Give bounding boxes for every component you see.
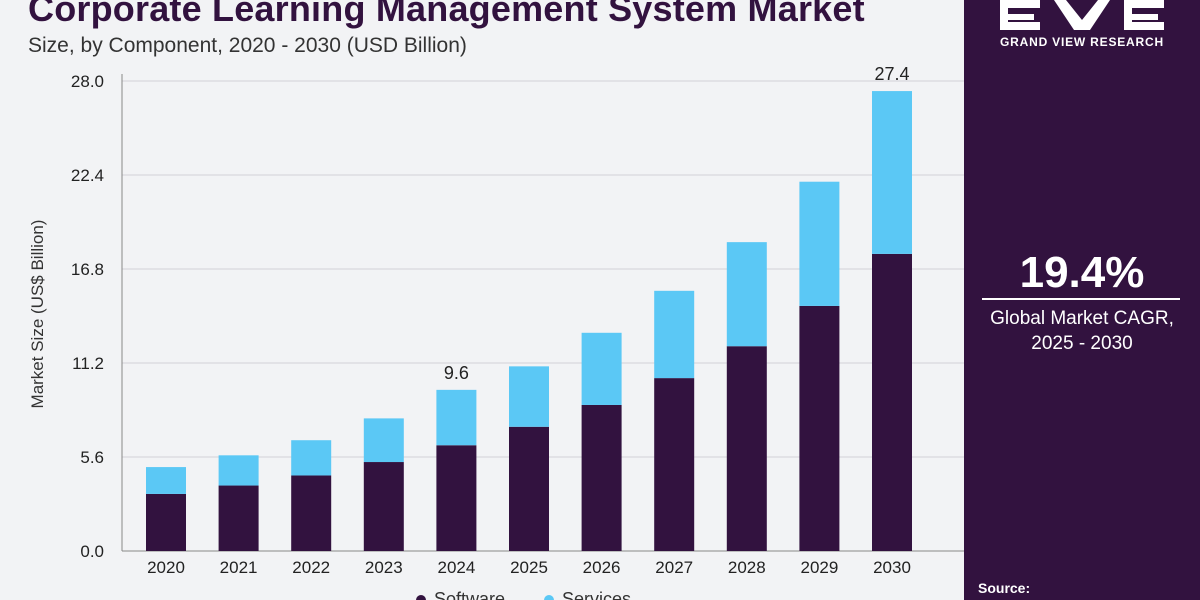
bar-services-2020 — [146, 467, 186, 494]
bar-services-2022 — [291, 440, 332, 476]
cagr-value: 19.4% — [1019, 248, 1145, 297]
y-tick-label: 28.0 — [71, 72, 104, 91]
data-label: 9.6 — [444, 363, 469, 383]
bar-services-2026 — [581, 332, 622, 405]
bar-software-2023 — [363, 462, 404, 551]
x-tick-label: 2025 — [510, 558, 548, 577]
brand-name: GRAND VIEW RESEARCH — [1000, 35, 1164, 49]
grand-view-research-logo — [1000, 0, 1164, 30]
bar-software-2026 — [581, 404, 622, 551]
legend-label-software: Software — [434, 589, 505, 600]
source-label: Source: — [978, 580, 1031, 596]
bar-services-2028 — [726, 242, 767, 347]
x-tick-label: 2020 — [147, 558, 185, 577]
bar-services-2024 — [436, 389, 477, 446]
bar-software-2024 — [436, 445, 477, 551]
bar-software-2022 — [291, 475, 332, 551]
legend-label-services: Services — [562, 589, 631, 600]
bar-services-2029 — [799, 181, 840, 306]
bar-services-2030 — [872, 91, 912, 254]
y-tick-label: 0.0 — [80, 542, 104, 561]
x-tick-label: 2028 — [728, 558, 766, 577]
y-tick-label: 5.6 — [80, 448, 104, 467]
x-tick-label: 2026 — [583, 558, 621, 577]
x-tick-label: 2022 — [292, 558, 330, 577]
chart-subtitle: Size, by Component, 2020 - 2030 (USD Bil… — [28, 34, 467, 57]
x-tick-label: 2030 — [873, 558, 911, 577]
legend-marker-software — [416, 595, 426, 600]
bar-software-2020 — [146, 493, 186, 551]
bar-services-2023 — [363, 418, 404, 463]
bar-software-2030 — [872, 253, 912, 551]
x-tick-label: 2027 — [655, 558, 693, 577]
y-tick-label: 16.8 — [71, 260, 104, 279]
y-axis-label: Market Size (US$ Billion) — [28, 220, 47, 409]
cagr-label-line2: 2025 - 2030 — [1031, 333, 1133, 354]
x-tick-label: 2029 — [800, 558, 838, 577]
cagr-label-line1: Global Market CAGR, — [990, 308, 1174, 329]
legend-marker-services — [544, 595, 554, 600]
bar-software-2025 — [509, 426, 549, 551]
bar-software-2028 — [726, 346, 767, 551]
bar-services-2027 — [654, 290, 695, 379]
data-label: 27.4 — [874, 64, 909, 84]
chart-panel: Corporate Learning Management System Mar… — [28, 0, 964, 600]
y-tick-label: 11.2 — [72, 354, 104, 373]
y-tick-label: 22.4 — [71, 166, 104, 185]
cagr-label: Global Market CAGR, 2025 - 2030 — [964, 306, 1200, 356]
bar-software-2021 — [218, 485, 259, 551]
bar-services-2025 — [509, 366, 549, 427]
x-tick-label: 2023 — [365, 558, 403, 577]
x-tick-label: 2021 — [220, 558, 258, 577]
bar-services-2021 — [218, 455, 259, 486]
bar-chart: 0.0 5.6 11.2 16.8 22.4 28.0 Market Size (US$ B… — [28, 64, 964, 600]
bar-software-2027 — [654, 378, 695, 551]
divider — [982, 298, 1180, 300]
sidebar: GRAND VIEW RESEARCH 19.4% Global Market … — [964, 0, 1200, 600]
bar-software-2029 — [799, 305, 840, 551]
x-tick-label: 2024 — [437, 558, 475, 577]
chart-title: Corporate Learning Management System Mar… — [28, 0, 865, 29]
